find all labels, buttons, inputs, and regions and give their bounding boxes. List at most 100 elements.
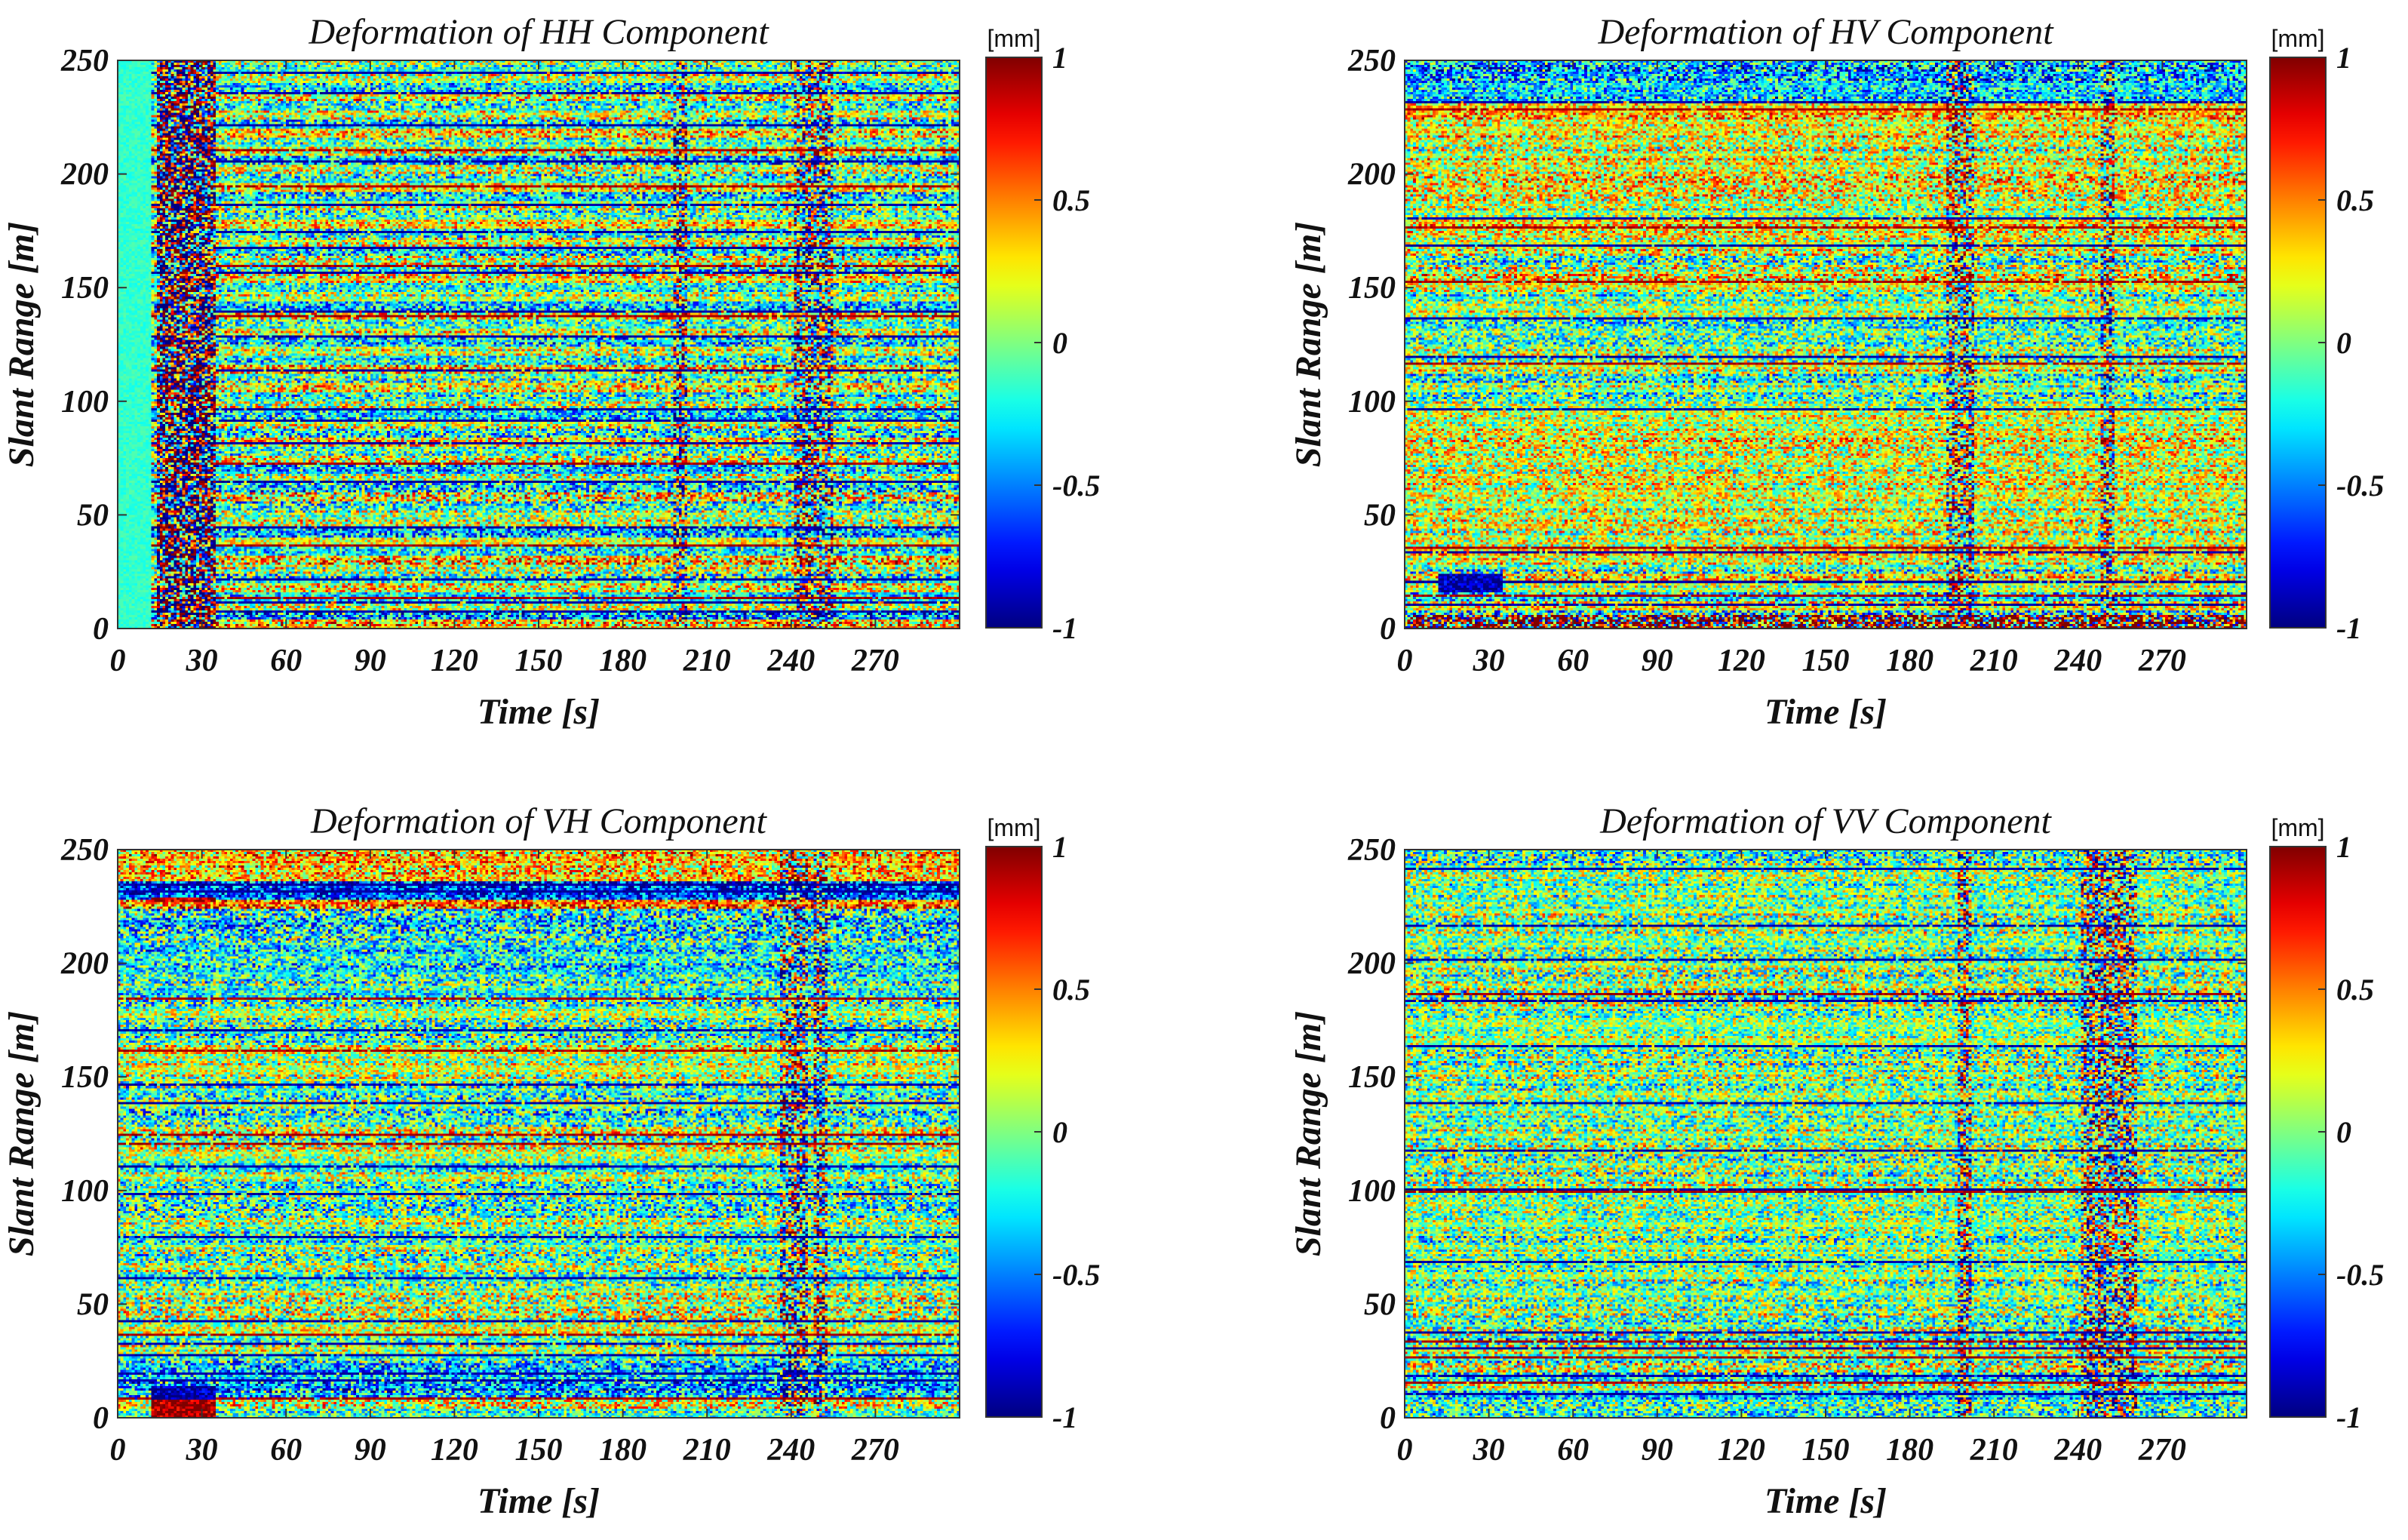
y-tick-label: 50: [1364, 1287, 1396, 1322]
y-tick-label: 100: [1348, 385, 1396, 420]
x-tick-label: 60: [1557, 1433, 1589, 1468]
y-tick-label: 200: [60, 158, 109, 192]
y-tick-label: 150: [1348, 271, 1396, 306]
x-tick-label: 210: [683, 1433, 731, 1468]
y-axis-label: Slant Range [m]: [2, 222, 41, 467]
x-tick-label: 0: [110, 1433, 126, 1468]
x-tick-label: 30: [1473, 1433, 1505, 1468]
y-tick-label: 0: [93, 612, 109, 647]
x-tick-label: 150: [515, 1433, 563, 1468]
x-tick-label: 270: [2138, 1433, 2186, 1468]
x-tick-label: 90: [355, 1433, 386, 1468]
x-axis-label: Time [s]: [1765, 692, 1887, 732]
colorbar-tick-label: -0.5: [2336, 1258, 2384, 1292]
y-tick-label: 50: [1364, 498, 1396, 533]
x-tick-label: 60: [1557, 644, 1589, 678]
colorbar-tick-label: 1: [2336, 41, 2351, 75]
x-axis-label: Time [s]: [478, 1481, 600, 1521]
colorbar-tick-label: 0.5: [1052, 183, 1090, 217]
x-tick-label: 30: [1473, 644, 1505, 678]
colorbar: [985, 57, 1043, 629]
x-tick-label: 240: [2053, 1433, 2102, 1468]
heatmap-image: [1405, 850, 2247, 1418]
chart-title: Deformation of VV Component: [1599, 801, 2052, 841]
x-tick-label: 210: [1970, 1433, 2018, 1468]
y-tick-label: 0: [1380, 1401, 1396, 1436]
x-tick-label: 180: [599, 644, 647, 678]
x-tick-label: 210: [1970, 644, 2018, 678]
y-axis-label: Slant Range [m]: [1288, 1011, 1328, 1256]
x-tick-label: 240: [2053, 644, 2102, 678]
colorbar-tick-label: 0: [2336, 1115, 2351, 1149]
x-tick-label: 210: [683, 644, 731, 678]
x-tick-label: 150: [515, 644, 563, 678]
colorbar-unit-label: [mm]: [2271, 25, 2324, 52]
colorbar-tick-label: -0.5: [2336, 469, 2384, 503]
x-tick-label: 0: [110, 644, 126, 678]
x-tick-label: 180: [599, 1433, 647, 1468]
y-tick-label: 0: [93, 1401, 109, 1436]
colorbar-tick-label: 1: [1052, 830, 1067, 864]
y-tick-label: 200: [60, 947, 109, 982]
x-tick-label: 60: [270, 644, 302, 678]
colorbar-tick-label: -1: [2336, 611, 2361, 645]
colorbar-tick-label: -0.5: [1052, 1258, 1100, 1292]
y-tick-label: 50: [77, 498, 109, 533]
colorbar-tick-label: 0.5: [2336, 973, 2374, 1007]
x-tick-label: 60: [270, 1433, 302, 1468]
x-tick-label: 270: [851, 1433, 899, 1468]
y-tick-label: 150: [1348, 1060, 1396, 1095]
x-tick-label: 180: [1886, 644, 1933, 678]
chart-title: Deformation of HV Component: [1597, 12, 2054, 52]
y-tick-label: 200: [1347, 158, 1396, 192]
y-tick-label: 50: [77, 1287, 109, 1322]
heatmap-image: [1405, 60, 2247, 629]
x-tick-label: 0: [1397, 1433, 1413, 1468]
colorbar-tick-label: 0.5: [1052, 973, 1090, 1007]
heatmap-image: [118, 60, 960, 629]
x-tick-label: 30: [186, 644, 218, 678]
x-tick-label: 150: [1802, 644, 1850, 678]
x-tick-label: 120: [1718, 644, 1765, 678]
y-tick-label: 100: [61, 1174, 109, 1209]
x-tick-label: 180: [1886, 1433, 1933, 1468]
colorbar-unit-label: [mm]: [987, 25, 1040, 52]
colorbar-tick-label: 0: [2336, 326, 2351, 360]
x-tick-label: 120: [1718, 1433, 1765, 1468]
colorbar: [2269, 57, 2327, 629]
y-tick-label: 250: [1347, 44, 1396, 78]
x-tick-label: 0: [1397, 644, 1413, 678]
y-tick-label: 150: [61, 271, 109, 306]
x-tick-label: 120: [431, 1433, 478, 1468]
colorbar-tick-label: -1: [1052, 611, 1077, 645]
y-axis-label: Slant Range [m]: [1288, 222, 1328, 467]
colorbar-tick-label: 1: [2336, 830, 2351, 864]
colorbar-tick-label: 0: [1052, 1115, 1067, 1149]
colorbar-tick-label: -1: [1052, 1400, 1077, 1434]
colorbar: [985, 846, 1043, 1418]
x-tick-label: 150: [1802, 1433, 1850, 1468]
colorbar-tick-label: -0.5: [1052, 469, 1100, 503]
x-tick-label: 120: [431, 644, 478, 678]
y-tick-label: 250: [1347, 833, 1396, 868]
x-tick-label: 240: [766, 1433, 815, 1468]
x-axis-label: Time [s]: [1765, 1481, 1887, 1521]
colorbar-tick-label: 0: [1052, 326, 1067, 360]
y-tick-label: 250: [60, 833, 109, 868]
x-tick-label: 90: [1642, 644, 1673, 678]
colorbar-unit-label: [mm]: [2271, 814, 2324, 841]
y-tick-label: 0: [1380, 612, 1396, 647]
chart-title: Deformation of VH Component: [310, 801, 768, 841]
x-axis-label: Time [s]: [478, 692, 600, 732]
y-axis-label: Slant Range [m]: [2, 1011, 41, 1256]
y-tick-label: 100: [1348, 1174, 1396, 1209]
y-tick-label: 150: [61, 1060, 109, 1095]
x-tick-label: 270: [2138, 644, 2186, 678]
colorbar: [2269, 846, 2327, 1418]
colorbar-unit-label: [mm]: [987, 814, 1040, 841]
